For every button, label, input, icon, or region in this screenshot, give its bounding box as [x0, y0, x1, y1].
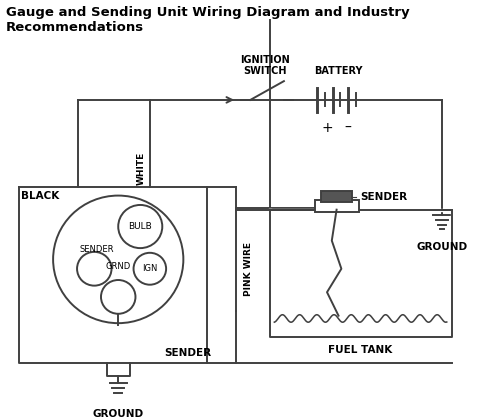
Text: PINK WIRE: PINK WIRE: [243, 242, 252, 296]
Text: BULB: BULB: [128, 222, 152, 231]
Text: GRND: GRND: [105, 263, 131, 271]
Text: IGNITION
SWITCH: IGNITION SWITCH: [239, 55, 289, 76]
Text: IGN: IGN: [142, 264, 157, 273]
Text: Gauge and Sending Unit Wiring Diagram and Industry
Recommendations: Gauge and Sending Unit Wiring Diagram an…: [6, 6, 409, 34]
Bar: [321, 191, 351, 202]
Text: WHITE: WHITE: [136, 152, 145, 185]
Text: SENDER: SENDER: [360, 191, 407, 201]
Circle shape: [118, 205, 162, 248]
Text: BATTERY: BATTERY: [314, 66, 362, 76]
Text: SENDER: SENDER: [164, 349, 211, 359]
Bar: [314, 200, 358, 212]
Text: +: +: [321, 120, 332, 135]
Circle shape: [77, 252, 111, 285]
Circle shape: [53, 196, 183, 323]
Circle shape: [101, 280, 135, 314]
Text: BLACK: BLACK: [21, 191, 59, 201]
Text: SENDER: SENDER: [80, 245, 114, 255]
Circle shape: [133, 253, 166, 285]
Text: –: –: [344, 120, 351, 135]
Text: FUEL TANK: FUEL TANK: [328, 345, 392, 355]
Text: GROUND: GROUND: [93, 410, 143, 418]
Text: GROUND: GROUND: [415, 242, 466, 252]
